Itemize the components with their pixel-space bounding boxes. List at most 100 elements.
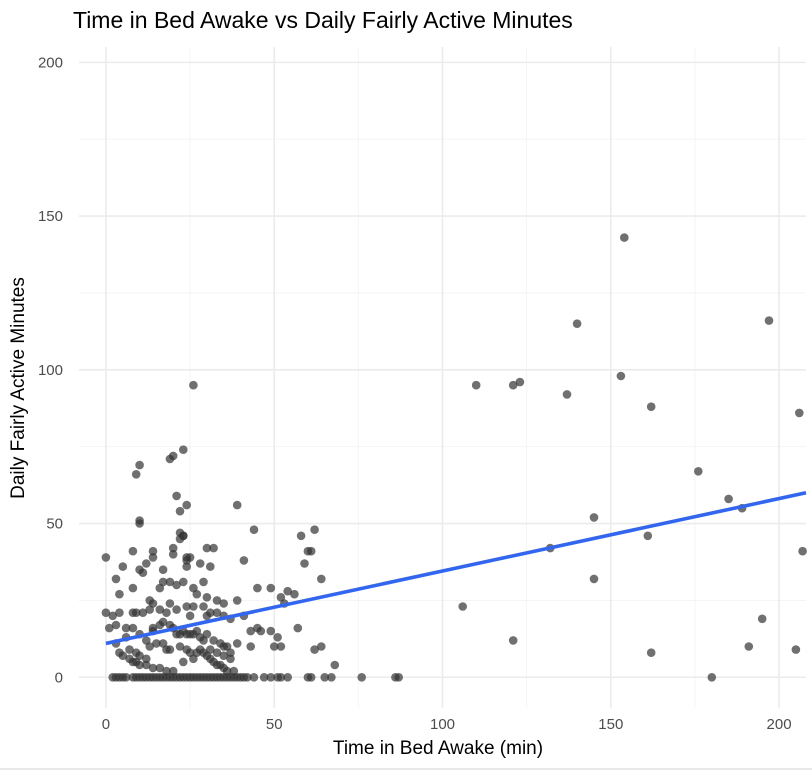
data-point	[276, 642, 286, 651]
data-point	[101, 608, 111, 617]
data-point	[310, 645, 319, 654]
data-point	[764, 316, 774, 325]
data-point	[707, 673, 717, 682]
chart-title: Time in Bed Awake vs Daily Fairly Active…	[73, 7, 573, 33]
data-point	[155, 605, 165, 614]
data-point	[791, 645, 801, 654]
data-point	[232, 500, 242, 510]
y-tick-label: 50	[46, 516, 63, 533]
data-point	[168, 543, 178, 553]
data-point	[212, 596, 222, 605]
data-point	[620, 233, 629, 242]
data-point	[155, 583, 165, 593]
data-point	[206, 562, 215, 571]
x-tick-label: 200	[767, 716, 792, 733]
data-point	[317, 574, 326, 584]
data-point	[182, 602, 191, 611]
data-point	[290, 589, 299, 599]
data-point	[192, 589, 202, 599]
data-point	[266, 673, 276, 682]
grid-lines	[79, 47, 806, 708]
data-point	[179, 657, 188, 667]
data-point	[273, 633, 282, 642]
data-point	[172, 491, 181, 501]
data-point	[562, 390, 572, 399]
data-point	[142, 559, 151, 568]
data-point	[212, 648, 222, 657]
data-point	[101, 553, 111, 562]
data-point	[195, 559, 205, 568]
data-point	[303, 546, 313, 556]
data-point	[199, 577, 208, 587]
data-point	[589, 513, 599, 522]
data-point	[135, 460, 144, 470]
data-point	[236, 673, 245, 682]
y-tick-label: 100	[38, 362, 63, 379]
data-point	[175, 506, 185, 516]
data-point	[508, 380, 518, 390]
data-point	[179, 577, 188, 587]
data-point	[283, 586, 293, 596]
data-point	[142, 660, 151, 670]
data-point	[185, 611, 195, 621]
data-point	[111, 620, 121, 630]
data-point	[253, 583, 262, 593]
data-point	[108, 611, 117, 621]
data-point	[515, 377, 525, 387]
data-point	[142, 654, 151, 664]
data-point	[694, 467, 703, 476]
data-point	[239, 556, 249, 565]
data-point	[317, 642, 326, 651]
data-point	[145, 605, 154, 614]
data-point	[757, 614, 767, 624]
data-point	[643, 531, 653, 541]
data-point	[168, 550, 178, 559]
data-point	[320, 673, 330, 682]
data-point	[182, 562, 191, 571]
data-point	[219, 651, 228, 660]
y-axis-ticks: 0 50 100 150 200	[38, 54, 63, 686]
data-point	[179, 445, 188, 455]
data-point	[189, 602, 198, 611]
data-point	[572, 319, 582, 329]
data-point	[303, 673, 313, 682]
x-tick-label: 50	[266, 716, 283, 733]
data-point	[135, 519, 144, 528]
data-point	[249, 673, 259, 682]
data-point	[165, 577, 175, 587]
data-point	[152, 639, 161, 648]
x-axis-ticks: 0 50 100 150 200	[102, 716, 792, 733]
data-points	[101, 233, 807, 682]
data-point	[276, 593, 286, 602]
data-point	[111, 574, 121, 584]
data-point	[327, 673, 336, 682]
data-point	[646, 648, 656, 657]
data-point	[118, 651, 128, 660]
data-point	[798, 546, 807, 556]
data-point	[148, 546, 158, 556]
data-point	[165, 599, 175, 608]
data-point	[310, 525, 319, 534]
data-point	[121, 673, 131, 682]
data-point	[296, 531, 306, 541]
data-point	[185, 553, 195, 562]
data-point	[202, 593, 212, 602]
data-point	[458, 602, 468, 611]
data-point	[115, 589, 124, 599]
data-point	[209, 636, 218, 645]
data-point	[259, 673, 269, 682]
data-point	[206, 608, 215, 617]
data-point	[148, 553, 158, 562]
data-point	[269, 642, 279, 651]
data-point	[249, 525, 259, 534]
data-point	[293, 623, 303, 633]
data-point	[172, 580, 181, 590]
data-point	[165, 454, 175, 464]
data-point	[189, 654, 198, 664]
data-point	[131, 470, 141, 479]
trend-line	[105, 491, 807, 646]
data-point	[283, 673, 293, 682]
data-point	[256, 626, 266, 636]
